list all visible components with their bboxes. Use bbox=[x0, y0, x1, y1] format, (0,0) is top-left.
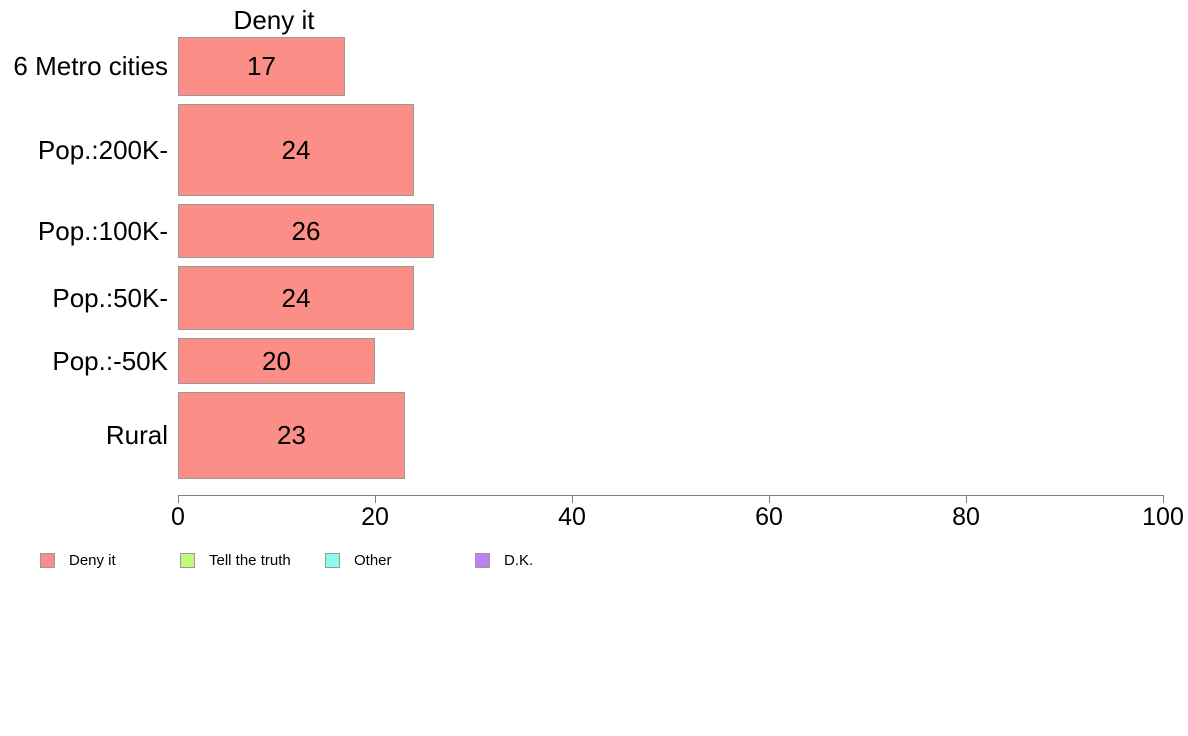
bar-value-label: 24 bbox=[281, 282, 311, 313]
x-axis-tick-label: 80 bbox=[952, 503, 980, 531]
bar: 24 bbox=[178, 104, 414, 196]
legend-item: Tell the truth bbox=[180, 552, 291, 569]
legend-label: Deny it bbox=[69, 552, 116, 569]
bar-value-label: 24 bbox=[281, 134, 311, 165]
x-axis-tick-mark bbox=[178, 496, 179, 503]
bar: 17 bbox=[178, 37, 345, 96]
chart-title: Deny it bbox=[233, 5, 315, 35]
category-label: Pop.:50K- bbox=[52, 282, 168, 313]
legend-label: Other bbox=[354, 552, 392, 569]
legend-item: D.K. bbox=[475, 552, 533, 569]
legend-label: D.K. bbox=[504, 552, 534, 569]
legend-swatch-icon bbox=[180, 553, 195, 568]
x-axis-tick-label: 40 bbox=[558, 503, 586, 531]
category-label: Pop.:-50K bbox=[52, 345, 168, 376]
bar-value-label: 17 bbox=[247, 51, 276, 81]
bar: 24 bbox=[178, 266, 414, 330]
legend-item: Deny it bbox=[40, 552, 116, 569]
legend-item: Other bbox=[325, 552, 392, 569]
x-axis-tick-mark bbox=[769, 496, 770, 503]
x-axis-tick-label: 100 bbox=[1142, 503, 1184, 531]
x-axis-tick-mark bbox=[966, 496, 967, 503]
bar: 26 bbox=[178, 204, 434, 258]
legend-swatch-icon bbox=[475, 553, 490, 568]
x-axis-tick-label: 20 bbox=[361, 503, 389, 531]
bar: 23 bbox=[178, 392, 405, 479]
bar-value-label: 26 bbox=[291, 215, 321, 246]
bar: 20 bbox=[178, 338, 375, 384]
x-axis-tick-mark bbox=[572, 496, 573, 503]
category-label: Rural bbox=[105, 420, 168, 450]
category-label: Pop.:100K- bbox=[37, 215, 168, 246]
x-axis-tick-label: 0 bbox=[171, 503, 185, 531]
x-axis-tick-label: 60 bbox=[755, 503, 783, 531]
x-axis-line bbox=[178, 495, 1164, 496]
bar-value-label: 23 bbox=[277, 420, 306, 450]
legend-swatch-icon bbox=[325, 553, 340, 568]
legend-label: Tell the truth bbox=[209, 552, 291, 569]
category-label: 6 Metro cities bbox=[13, 51, 168, 81]
bar-value-label: 20 bbox=[262, 345, 291, 376]
x-axis-tick-mark bbox=[375, 496, 376, 503]
category-label: Pop.:200K- bbox=[37, 134, 168, 165]
x-axis-tick-mark bbox=[1163, 496, 1164, 503]
legend-swatch-icon bbox=[40, 553, 55, 568]
